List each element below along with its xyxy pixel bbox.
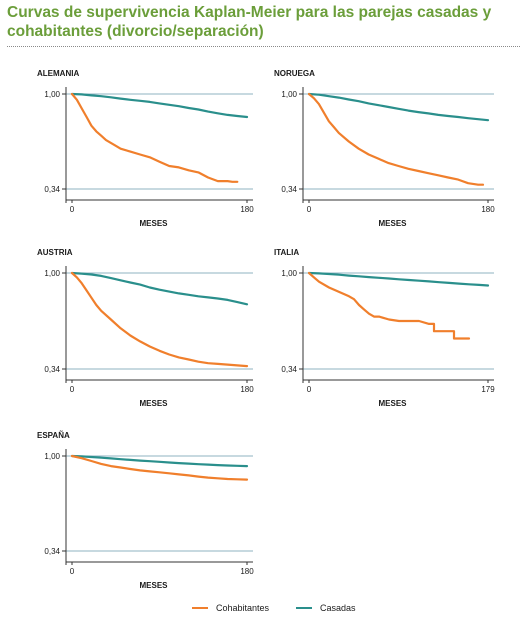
panel-title: ESPAÑA: [37, 431, 70, 440]
series-line-cohabitantes: [70, 271, 249, 368]
x-tick-label: 180: [481, 205, 495, 214]
series-line-casadas: [307, 92, 490, 122]
series-line-casadas: [70, 92, 249, 119]
y-tick-label: 0,34: [44, 185, 60, 194]
y-tick-label: 1,00: [44, 90, 60, 99]
legend: Cohabitantes Casadas: [0, 601, 525, 617]
x-axis-label: MESES: [378, 399, 407, 408]
y-tick-label: 1,00: [281, 90, 297, 99]
panel-title: ALEMANIA: [37, 69, 79, 78]
x-tick-label: 0: [70, 385, 75, 394]
x-tick-label: 180: [240, 205, 254, 214]
x-axis-label: MESES: [139, 219, 168, 228]
x-axis-label: MESES: [378, 219, 407, 228]
title-divider: [7, 46, 520, 47]
series-line-cohabitantes: [70, 92, 239, 183]
legend-item-casadas: Casadas: [296, 601, 356, 615]
legend-item-cohabitantes: Cohabitantes: [192, 601, 269, 615]
x-axis-label: MESES: [139, 581, 168, 590]
y-tick-label: 1,00: [44, 452, 60, 461]
legend-label-cohabitantes: Cohabitantes: [216, 603, 270, 613]
x-tick-label: 180: [240, 385, 254, 394]
series-line-casadas: [307, 271, 490, 287]
x-tick-label: 0: [307, 205, 312, 214]
x-tick-label: 180: [240, 567, 254, 576]
chart-title: Curvas de supervivencia Kaplan-Meier par…: [7, 4, 492, 40]
y-tick-label: 1,00: [281, 269, 297, 278]
x-tick-label: 179: [481, 385, 495, 394]
y-tick-label: 1,00: [44, 269, 60, 278]
legend-label-casadas: Casadas: [320, 603, 356, 613]
x-tick-label: 0: [307, 385, 312, 394]
panel-title: ITALIA: [274, 248, 299, 257]
y-tick-label: 0,34: [281, 185, 297, 194]
legend-swatch-cohabitantes: [192, 606, 208, 610]
series-line-cohabitantes: [307, 92, 485, 186]
series-line-cohabitantes: [70, 454, 249, 481]
x-tick-label: 0: [70, 205, 75, 214]
legend-swatch-casadas: [296, 606, 312, 610]
series-line-cohabitantes: [307, 271, 471, 340]
x-axis-label: MESES: [139, 399, 168, 408]
x-tick-label: 0: [70, 567, 75, 576]
series-line-casadas: [70, 271, 249, 306]
series-line-casadas: [70, 454, 249, 468]
y-tick-label: 0,34: [44, 547, 60, 556]
y-tick-label: 0,34: [44, 365, 60, 374]
panel-title: AUSTRIA: [37, 248, 73, 257]
y-tick-label: 0,34: [281, 365, 297, 374]
panel-title: NORUEGA: [274, 69, 315, 78]
